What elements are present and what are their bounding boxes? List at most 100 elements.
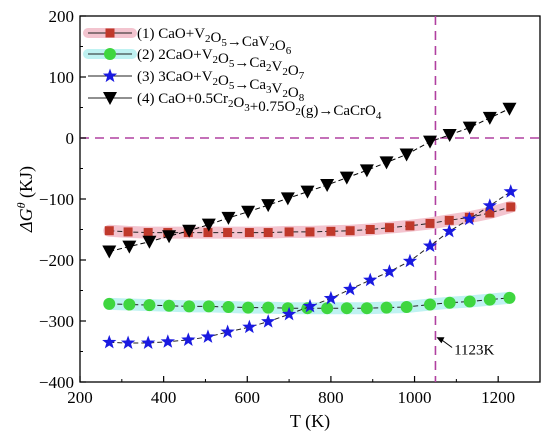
series-2-point [262,301,275,314]
annotation: 1123K [436,337,495,359]
series-2-point [443,296,456,309]
series-3-point [323,290,339,305]
series-1-point [123,227,133,237]
legend-label: (3) 3CaO+V2O5→Ca3V2O8 [137,69,305,104]
series-3-point [242,319,257,334]
series-2-line [109,297,510,309]
x-tick-label: 1200 [481,388,515,407]
series-1-point [284,227,294,237]
series-3-line [109,191,511,344]
series-4-point [241,205,256,219]
series-3-point [363,272,378,287]
series-4-point [339,171,354,185]
series-3-point [402,253,418,268]
series-2-point [424,298,437,311]
series-1-point [326,226,336,236]
series-3-point [102,334,117,349]
series-2-point [202,300,215,313]
series-4-point [261,199,276,213]
series-3-point [482,198,497,212]
y-tick-label: −300 [39,312,74,331]
series-1-point [305,227,315,237]
series-3-point [160,334,175,348]
series-3-point [261,314,276,328]
series-2-point [360,302,373,315]
series-3-point [503,184,518,198]
legend-marker [104,48,116,60]
series-1-point [425,218,435,228]
series-2-point [123,298,136,311]
series-4-point [502,102,517,116]
series-3-point [120,335,136,350]
legend-label: (1) CaO+V2O5→CaV2O6 [137,26,292,57]
y-tick-label: −400 [39,373,74,392]
series-4-point [182,224,197,238]
series-layer [102,102,518,350]
series-4-point [102,245,117,259]
series-4-point [320,178,335,192]
series-3-point [343,281,358,296]
series-1-point [405,221,415,231]
series-2-point [281,302,294,315]
series-4-point [462,121,477,135]
series-4-point [142,235,157,249]
series-1-point [143,228,153,238]
series-2-point [222,300,235,313]
series-2-point [183,300,196,313]
legend: (1) CaO+V2O5→CaV2O6(2) 2CaO+V2O5→Ca2V2O7… [83,26,382,122]
series-3-point [422,238,438,253]
series-1-point [244,228,254,238]
series-2-point [483,293,496,306]
series-2-point [380,301,393,314]
legend-marker [105,28,115,38]
series-2-point [242,301,255,314]
legend-marker [102,68,118,83]
axes: 200 400 600 800 1000 1200 −400 −300 −200 −100 0 100… [14,7,515,432]
series-2-point [400,300,413,313]
series-1-point [485,208,495,218]
legend-label: (4) CaO+0.5Cr2O3+0.75O2(g)→CaCrO4 [137,91,382,122]
series-1-point [384,223,394,233]
series-1-point [263,228,273,238]
series-1-point [444,215,454,225]
series-4-point [221,211,236,225]
series-3-point [382,264,397,278]
x-tick-label: 1000 [398,388,432,407]
x-tick-label: 200 [67,388,93,407]
series-3-point [442,223,457,238]
series-4-point [399,148,414,162]
y-tick-label: −100 [39,190,74,209]
series-1-point [104,226,114,236]
series-4-point [359,164,374,178]
series-3 [102,184,518,350]
legend-label: (2) 2CaO+V2O5→Ca2V2O7 [137,47,305,82]
series-2-point [143,299,156,312]
series-4-point [201,218,216,232]
y-tick-label: 200 [49,7,75,26]
annotation-arrowhead [436,337,445,344]
series-4-point [442,128,457,142]
series-1-point [345,226,355,236]
series-4-line [109,108,510,252]
x-axis-label: T (K) [290,411,330,432]
series-1-point [203,228,213,238]
reference-lines [80,16,540,382]
x-tick-label: 800 [318,388,344,407]
y-tick-label: 0 [66,129,75,148]
legend-item-2: (2) 2CaO+V2O5→Ca2V2O7 [83,47,305,82]
series-1-point [223,228,233,238]
series-3-point [220,324,235,339]
x-tick-label: 600 [235,388,261,407]
series-3-point [181,332,196,346]
series-2-point [321,302,334,315]
series-4 [102,102,517,259]
series-2-point [340,302,353,315]
legend-item-3: (3) 3CaO+V2O5→Ca3V2O8 [88,68,305,104]
series-4-point [300,185,315,199]
legend-item-1: (1) CaO+V2O5→CaV2O6 [83,26,292,57]
y-tick-label: −200 [39,251,74,270]
series-2-point [503,291,516,304]
series-4-point [122,240,137,254]
legend-marker [103,92,117,105]
